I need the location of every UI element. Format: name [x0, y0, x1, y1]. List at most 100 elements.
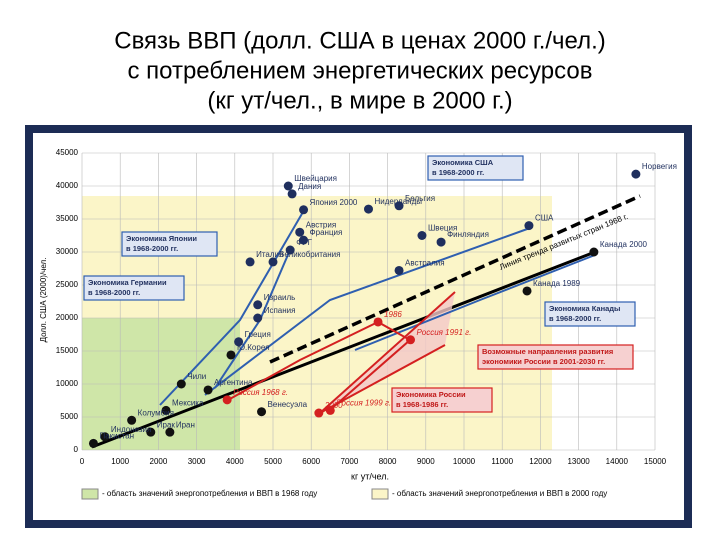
y-tick-label: 15000 — [56, 346, 79, 355]
data-point — [127, 415, 137, 425]
x-tick-label: 1000 — [111, 457, 129, 466]
point-label: Испания — [264, 306, 296, 315]
title-line: с потреблением энергетических ресурсов — [127, 57, 592, 84]
x-tick-label: 3000 — [188, 457, 206, 466]
data-point — [257, 407, 267, 417]
annotation-text: в 1968-2000 гг. — [88, 288, 140, 297]
point-label: Индонезия — [111, 425, 151, 434]
point-label: Аргентина — [214, 378, 253, 387]
data-point — [417, 231, 427, 240]
data-point — [314, 408, 324, 418]
point-label: Греция — [245, 330, 271, 339]
point-label: США — [535, 214, 554, 223]
annotation-box — [427, 155, 524, 181]
data-point — [394, 265, 404, 275]
y-tick-label: 5000 — [60, 412, 78, 421]
x-axis-label: кг ут/чел. — [351, 471, 389, 481]
y-axis-label: Долл. США (2000)/чел. — [39, 258, 48, 343]
data-point — [285, 245, 295, 255]
data-point — [325, 405, 335, 415]
point-label: Канада 1989 — [533, 279, 581, 288]
data-point — [524, 221, 534, 231]
y-tick-label: 0 — [74, 445, 79, 454]
data-point — [299, 235, 309, 245]
annotation-text: Экономика Германии — [88, 278, 167, 287]
point-label: Ирак — [157, 420, 176, 429]
y-tick-label: 25000 — [56, 280, 79, 289]
point-label: Пакистан — [99, 432, 134, 441]
point-label: Италия — [256, 250, 283, 259]
point-label: Великобритания — [279, 250, 340, 259]
annotation-box — [121, 231, 218, 257]
point-label: Дания — [298, 182, 321, 191]
legend-text: - область значений энергопотребления и В… — [392, 489, 607, 498]
annotation-text: экономики России в 2001-2030 гг. — [482, 357, 605, 366]
point-label: Чили — [187, 372, 206, 381]
data-point — [88, 438, 98, 448]
data-point — [631, 169, 641, 179]
data-point — [161, 405, 171, 415]
data-point — [253, 313, 263, 323]
data-point — [203, 385, 213, 395]
data-point — [394, 201, 404, 211]
data-point — [253, 300, 263, 310]
x-tick-label: 14000 — [606, 457, 629, 466]
data-point — [299, 205, 309, 215]
y-tick-label: 20000 — [56, 313, 79, 322]
x-tick-label: 12000 — [529, 457, 552, 466]
annotation-text: Возможные направления развития — [482, 347, 613, 356]
data-point — [406, 335, 416, 345]
data-point — [176, 379, 186, 389]
data-point — [295, 227, 305, 237]
point-label: Норвегия — [642, 162, 677, 171]
legend-swatch — [81, 488, 99, 500]
x-tick-label: 0 — [80, 457, 85, 466]
legend-text: - область значений энергопотребления и В… — [102, 489, 317, 498]
x-tick-label: 10000 — [453, 457, 476, 466]
x-tick-label: 11000 — [491, 457, 513, 466]
point-label: Россия 1968 г. — [233, 388, 288, 397]
russia-direction — [319, 344, 446, 414]
annotation-text: в 1968-1986 гг. — [396, 400, 448, 409]
data-point — [522, 286, 532, 296]
point-label: Израиль — [264, 293, 296, 302]
annotation-box — [83, 275, 185, 301]
x-tick-label: 9000 — [417, 457, 435, 466]
x-tick-label: 5000 — [264, 457, 282, 466]
point-label: Швеция — [428, 224, 457, 233]
annotation-text: в 1968-2000 гг. — [126, 244, 178, 253]
annotation-text: в 1968-2000 гг. — [549, 314, 601, 323]
x-tick-label: 7000 — [341, 457, 359, 466]
point-label: Бельгия — [405, 194, 435, 203]
y-tick-label: 10000 — [56, 379, 79, 388]
data-point — [146, 427, 156, 437]
point-label: Мексика — [172, 399, 204, 408]
data-point — [364, 204, 373, 214]
data-point — [234, 337, 244, 347]
data-point — [436, 237, 446, 247]
data-point — [283, 181, 293, 191]
data-point — [222, 395, 232, 405]
point-label: 1986 — [384, 310, 402, 319]
point-label: Финляндия — [447, 230, 489, 239]
data-point — [268, 257, 278, 267]
x-tick-label: 6000 — [302, 457, 320, 466]
data-point — [226, 350, 236, 360]
annotation-text: Экономика Канады — [549, 304, 620, 313]
title-line: (кг ут/чел., в мире в 2000 г.) — [207, 87, 512, 114]
point-label: Франция — [310, 228, 343, 237]
trajectory-japan — [159, 211, 304, 406]
annotation-text: в 1968-2000 гг. — [432, 168, 484, 177]
point-label: Канада 2000 — [600, 240, 648, 249]
point-label: Швейцария — [294, 174, 337, 183]
point-label: Ю.Корея — [237, 343, 270, 352]
point-label: Колумбия — [138, 408, 174, 417]
x-tick-label: 15000 — [644, 457, 667, 466]
annotation-text: Экономика США — [432, 158, 494, 167]
y-tick-label: 40000 — [56, 181, 79, 190]
x-tick-label: 8000 — [379, 457, 397, 466]
point-label: ФРГ — [296, 238, 312, 247]
data-point — [373, 317, 383, 327]
